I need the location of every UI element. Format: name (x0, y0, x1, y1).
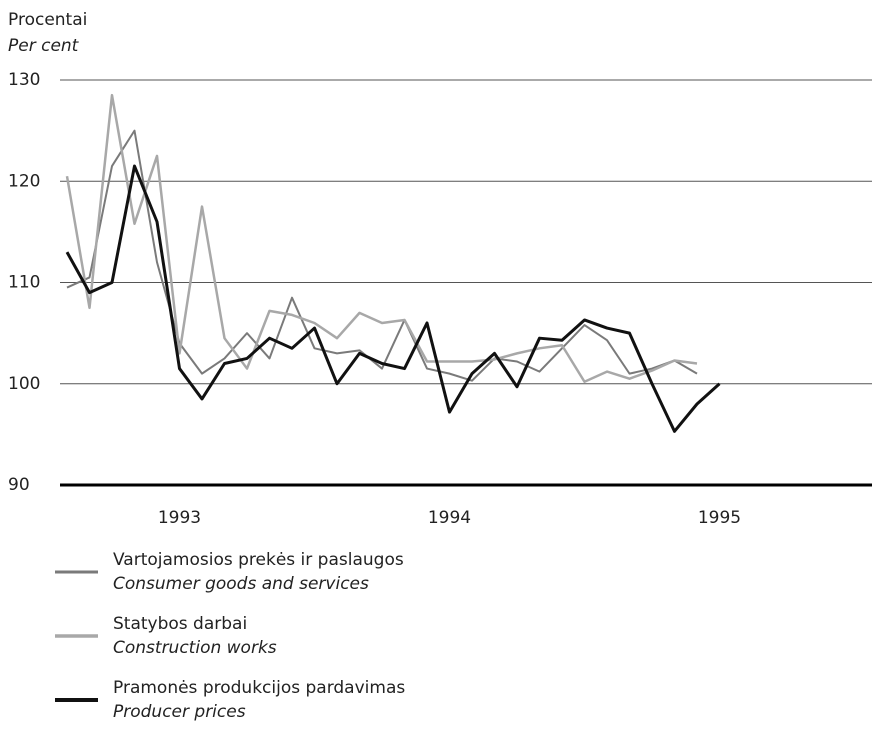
y-tick-label: 120 (8, 171, 40, 191)
series-line (65, 93, 698, 383)
legend-label-en: Construction works (113, 638, 277, 658)
y-tick-label: 130 (8, 70, 40, 90)
series-line (65, 164, 721, 433)
legend-label: Vartojamosios prekės ir paslaugos (113, 550, 404, 570)
y-tick-label: 100 (8, 374, 40, 394)
legend-label-en: Consumer goods and services (113, 574, 369, 594)
legend-label: Statybos darbai (113, 614, 247, 634)
x-tick-label: 1994 (428, 508, 471, 528)
legend-label-en: Producer prices (113, 702, 246, 722)
y-tick-label: 110 (8, 273, 40, 293)
legend-label: Pramonės produkcijos pardavimas (113, 678, 405, 698)
x-tick-label: 1995 (698, 508, 741, 528)
y-tick-label: 90 (8, 475, 30, 495)
x-tick-label: 1993 (158, 508, 201, 528)
y-axis-label: Procentai (8, 10, 87, 30)
y-axis-label-en: Per cent (8, 36, 80, 56)
